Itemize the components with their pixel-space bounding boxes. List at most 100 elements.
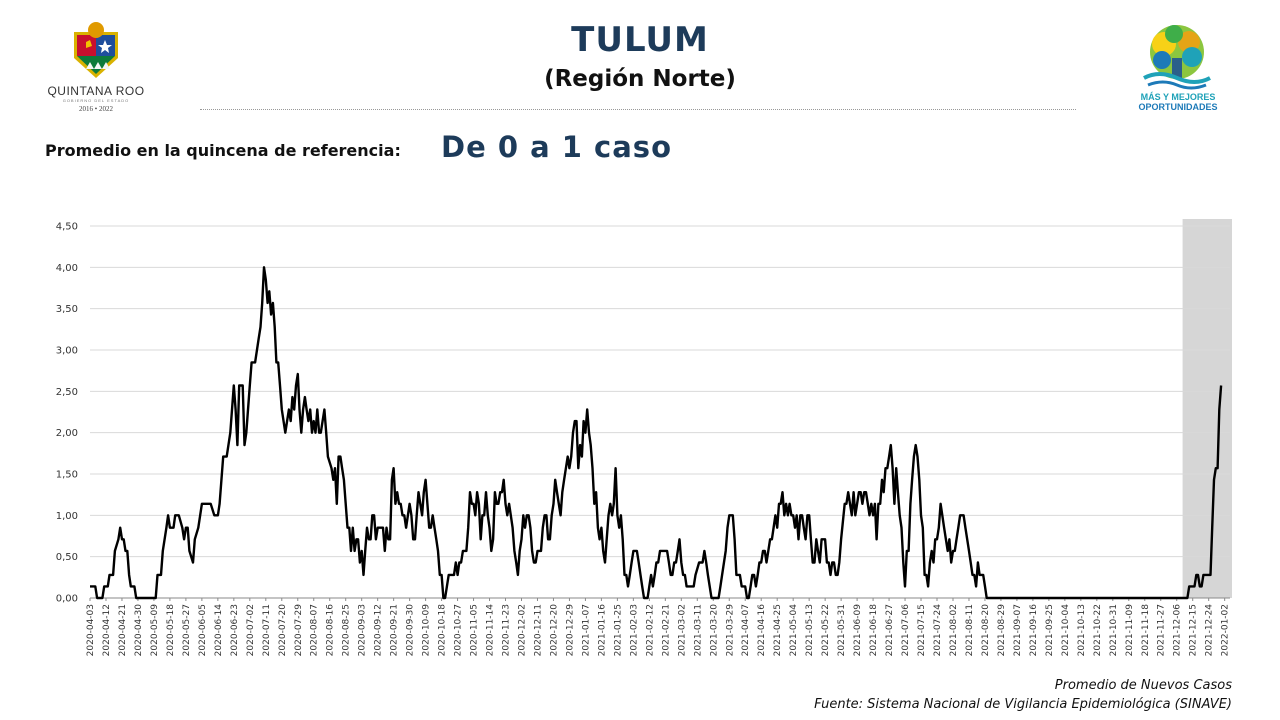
x-tick-label: 2020-08-07	[310, 604, 320, 656]
x-tick-label: 2021-05-13	[805, 604, 815, 656]
y-tick-label: 3,00	[56, 346, 78, 357]
x-tick-label: 2021-11-18	[1141, 604, 1151, 657]
state-name: QUINTANA ROO	[47, 84, 145, 98]
y-tick-label: 2,00	[56, 428, 78, 439]
x-tick-label: 2021-12-24	[1205, 604, 1215, 657]
cases-line-chart: 0,00 0,50 1,00 1,50 2,00 2,50 3,00 3,50 4,00 4,50…	[56, 219, 1232, 657]
series-line-new-cases	[90, 266, 1223, 600]
y-tick-label: 3,50	[56, 304, 78, 315]
x-tick-label: 2020-12-29	[565, 604, 575, 657]
x-tick-label: 2021-11-27	[1157, 604, 1167, 656]
series-legend: Promedio de Nuevos Casos	[1054, 678, 1232, 693]
quintana-roo-logo: QUINTANA ROO GOBIERNO DEL ESTADO 2016 • …	[40, 18, 155, 113]
y-tick-label: 4,00	[56, 263, 78, 274]
x-tick-label: 2021-07-06	[901, 604, 911, 657]
x-tick-label: 2020-09-03	[358, 604, 368, 656]
x-tick-label: 2021-08-20	[981, 604, 991, 657]
x-tick-label: 2020-04-12	[102, 604, 112, 656]
x-tick-label: 2020-07-29	[294, 604, 304, 657]
x-tick-label: 2021-10-04	[1061, 604, 1071, 657]
x-tick-label: 2021-05-04	[789, 604, 799, 657]
y-tick-label: 4,50	[56, 222, 78, 233]
x-tick-label: 2020-10-27	[454, 604, 464, 656]
x-tick-label: 2020-04-30	[134, 604, 144, 657]
x-tick-label: 2021-10-31	[1109, 604, 1119, 656]
x-tick-label: 2021-08-11	[965, 604, 975, 656]
x-tick-label: 2021-02-03	[629, 604, 639, 656]
x-tick-label: 2021-12-15	[1189, 604, 1199, 656]
preliminary-data-shade	[1182, 219, 1232, 598]
x-tick-label: 2021-04-07	[741, 604, 751, 656]
y-tick-label: 1,00	[56, 511, 78, 522]
average-value: De 0 a 1 caso	[441, 130, 672, 164]
x-tick-label: 2020-12-11	[533, 604, 543, 656]
x-tick-label: 2020-10-09	[422, 604, 432, 657]
x-tick-label: 2021-03-29	[725, 604, 735, 657]
tree-logo-icon	[1143, 25, 1211, 90]
government-years: 2016 • 2022	[79, 105, 113, 113]
header-divider	[200, 109, 1076, 110]
x-tick-label: 2021-08-29	[997, 604, 1007, 657]
y-tick-label: 0,50	[56, 552, 78, 563]
x-tick-label: 2020-09-21	[390, 604, 400, 656]
slogan-line-2: OPORTUNIDADES	[1138, 102, 1218, 112]
x-tick-label: 2021-07-24	[933, 604, 943, 657]
x-tick-label: 2020-09-12	[374, 604, 384, 656]
x-tick-label: 2020-08-16	[326, 604, 336, 657]
x-tick-label: 2021-05-22	[821, 604, 831, 656]
x-tick-label: 2021-06-09	[853, 604, 863, 657]
x-tick-label: 2020-08-25	[342, 604, 352, 656]
x-tick-label: 2020-12-02	[517, 604, 527, 656]
x-tick-label: 2021-10-22	[1093, 604, 1103, 656]
x-tick-label: 2021-08-02	[949, 604, 959, 656]
x-tick-label: 2021-09-16	[1029, 604, 1039, 657]
x-tick-label: 2021-09-25	[1045, 604, 1055, 656]
x-tick-label: 2020-06-23	[230, 604, 240, 656]
x-tick-label: 2020-11-14	[486, 604, 496, 657]
oportunidades-logo: MÁS Y MEJORES OPORTUNIDADES	[1128, 20, 1228, 114]
x-tick-label: 2021-03-02	[677, 604, 687, 656]
x-tick-label: 2021-12-06	[1173, 604, 1183, 657]
page-subtitle: (Región Norte)	[544, 66, 736, 92]
x-tick-label: 2020-10-18	[438, 604, 448, 657]
x-tick-label: 2021-03-11	[693, 604, 703, 656]
x-tick-label: 2021-11-09	[1125, 604, 1135, 657]
x-tick-label: 2020-06-05	[198, 604, 208, 656]
y-tick-label: 0,00	[56, 594, 78, 605]
page-title: TULUM	[571, 20, 709, 60]
x-tick-label: 2021-07-15	[917, 604, 927, 656]
x-tick-label: 2020-05-18	[166, 604, 176, 657]
x-tick-label: 2021-01-25	[613, 604, 623, 656]
x-tick-label: 2021-10-13	[1077, 604, 1087, 656]
x-tick-label: 2021-01-07	[581, 604, 591, 656]
data-source: Fuente: Sistema Nacional de Vigilancia E…	[814, 697, 1232, 712]
y-tick-label: 1,50	[56, 470, 78, 481]
x-tick-label: 2020-06-14	[214, 604, 224, 657]
x-tick-label: 2020-12-20	[549, 604, 559, 657]
x-tick-label: 2021-06-18	[869, 604, 879, 657]
slogan-line-1: MÁS Y MEJORES	[1140, 92, 1216, 102]
x-tick-label: 2021-04-25	[773, 604, 783, 656]
x-tick-label: 2021-09-07	[1013, 604, 1023, 656]
x-tick-label: 2022-01-02	[1221, 604, 1231, 656]
x-tick-label: 2021-05-31	[837, 604, 847, 656]
x-tick-label: 2021-01-16	[597, 604, 607, 657]
x-tick-label: 2020-05-27	[182, 604, 192, 656]
x-tick-label: 2020-11-05	[470, 604, 480, 656]
x-tick-label: 2021-02-21	[661, 604, 671, 656]
average-label: Promedio en la quincena de referencia:	[45, 141, 401, 160]
x-tick-label: 2020-07-20	[278, 604, 288, 657]
x-tick-label: 2021-06-27	[885, 604, 895, 656]
x-tick-label: 2020-11-23	[502, 604, 512, 656]
x-tick-label: 2020-07-02	[246, 604, 256, 656]
x-tick-label: 2020-04-03	[86, 604, 96, 656]
x-tick-label: 2020-07-11	[262, 604, 272, 656]
y-tick-label: 2,50	[56, 387, 78, 398]
state-seal-icon	[74, 22, 118, 78]
x-tick-label: 2020-09-30	[406, 604, 416, 657]
x-tick-label: 2020-04-21	[118, 604, 128, 656]
state-government: GOBIERNO DEL ESTADO	[62, 98, 130, 103]
x-tick-label: 2020-05-09	[150, 604, 160, 657]
x-tick-label: 2021-03-20	[709, 604, 719, 657]
x-tick-label: 2021-04-16	[757, 604, 767, 657]
